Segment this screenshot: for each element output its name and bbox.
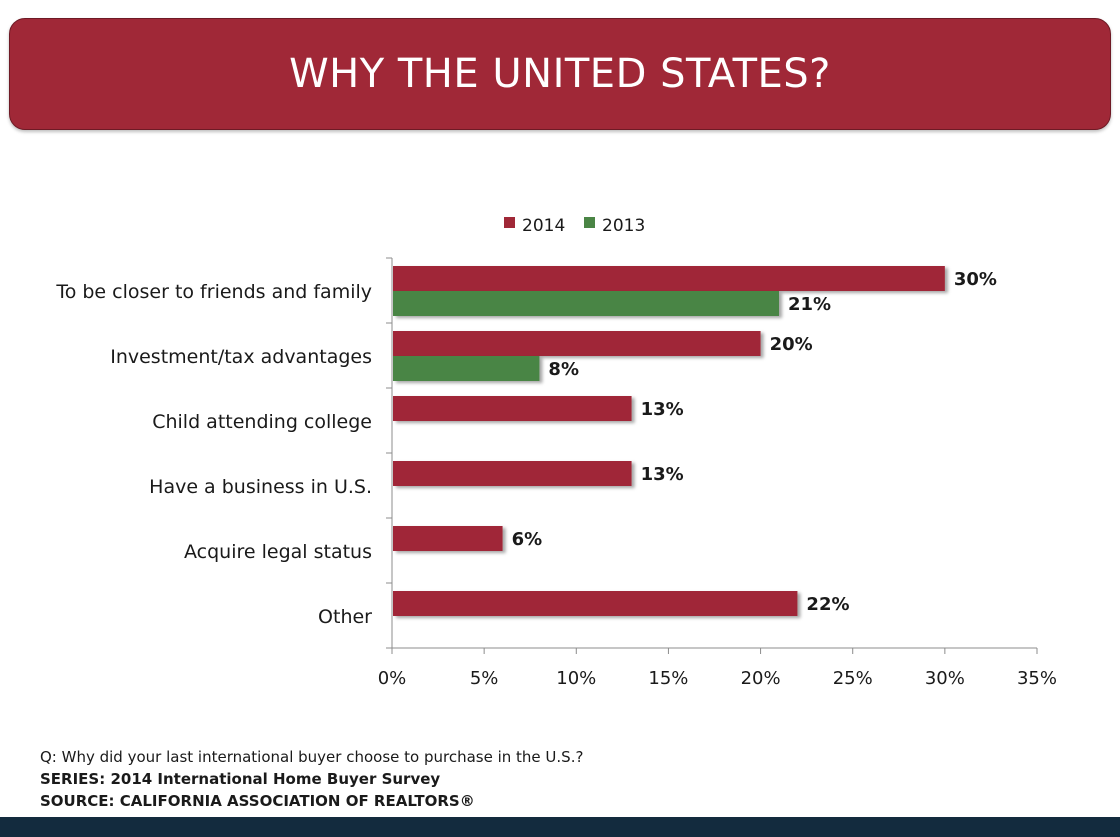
bar-2014 bbox=[393, 591, 798, 616]
data-label-2014: 22% bbox=[806, 594, 849, 615]
data-label-2013: 8% bbox=[548, 359, 579, 380]
x-tick-label: 5% bbox=[470, 668, 499, 689]
data-label-2014: 30% bbox=[954, 269, 997, 290]
category-label: Investment/tax advantages bbox=[110, 346, 372, 368]
bar-2014 bbox=[393, 331, 761, 356]
category-label: Child attending college bbox=[152, 411, 372, 433]
survey-question: Q: Why did your last international buyer… bbox=[40, 748, 584, 766]
legend-swatch-2013 bbox=[584, 217, 595, 228]
data-label-2014: 13% bbox=[641, 399, 684, 420]
slide-title: WHY THE UNITED STATES? bbox=[289, 51, 831, 97]
data-label-2013: 21% bbox=[788, 294, 831, 315]
bar-2013 bbox=[393, 291, 779, 316]
x-tick-label: 20% bbox=[741, 668, 781, 689]
bar-2014 bbox=[393, 526, 503, 551]
bar-2014 bbox=[393, 461, 632, 486]
x-tick-label: 15% bbox=[648, 668, 688, 689]
legend-label-2013: 2013 bbox=[602, 216, 645, 236]
chart-labels: To be closer to friends and family Invest… bbox=[55, 269, 997, 628]
data-label-2014: 20% bbox=[770, 334, 813, 355]
category-label: Other bbox=[318, 606, 372, 628]
category-label: To be closer to friends and family bbox=[55, 281, 372, 303]
legend-swatch-2014 bbox=[504, 217, 515, 228]
bar-2013 bbox=[393, 356, 540, 381]
x-tick-label: 10% bbox=[556, 668, 596, 689]
chart-legend: 2014 2013 bbox=[504, 216, 645, 236]
source-note: SOURCE: CALIFORNIA ASSOCIATION OF REALTO… bbox=[40, 792, 475, 810]
x-tick-label: 30% bbox=[925, 668, 965, 689]
category-label: Acquire legal status bbox=[184, 541, 372, 563]
chart-bars bbox=[393, 266, 945, 616]
series-note: SERIES: 2014 International Home Buyer Su… bbox=[40, 770, 441, 788]
category-label: Have a business in U.S. bbox=[149, 476, 372, 498]
data-label-2014: 6% bbox=[512, 529, 543, 550]
footnotes: Q: Why did your last international buyer… bbox=[40, 746, 583, 812]
x-tick-label: 35% bbox=[1017, 668, 1057, 689]
bottom-bar bbox=[0, 817, 1120, 837]
data-label-2014: 13% bbox=[641, 464, 684, 485]
bar-2014 bbox=[393, 266, 945, 291]
chart-axes: 0% 5% 10% 15% 20% 25% 30% 35% bbox=[378, 257, 1057, 689]
bar-2014 bbox=[393, 396, 632, 421]
title-banner: WHY THE UNITED STATES? bbox=[9, 18, 1111, 130]
x-tick-label: 0% bbox=[378, 668, 407, 689]
x-tick-label: 25% bbox=[833, 668, 873, 689]
bar-chart: 2014 2013 0% 5% 10% 15% 20% 25% 30% 35% To be cl… bbox=[55, 216, 1057, 689]
legend-label-2014: 2014 bbox=[522, 216, 565, 236]
